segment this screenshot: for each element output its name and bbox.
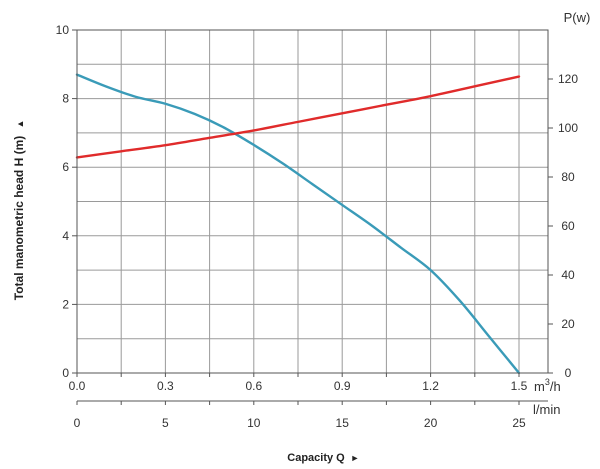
x-secondary-tick-label: 25 bbox=[512, 416, 526, 430]
grid bbox=[77, 30, 548, 373]
x-primary-unit: m3/h bbox=[534, 377, 561, 394]
y-right-tick-label: 40 bbox=[561, 268, 575, 282]
plot-frame bbox=[76, 29, 549, 374]
y-right-tick-label: 20 bbox=[561, 317, 575, 331]
y-left-tick-label: 0 bbox=[62, 366, 69, 380]
x-secondary-tick-label: 5 bbox=[162, 416, 169, 430]
y-left-tick-label: 2 bbox=[62, 297, 69, 311]
x-axis-title-arrow: ► bbox=[351, 453, 360, 463]
y-left-title-arrow: ▲ bbox=[15, 120, 25, 129]
y-right-tick-label: 80 bbox=[561, 170, 575, 184]
y-right-title: P(w) bbox=[564, 10, 591, 25]
y-left-tick-label: 4 bbox=[62, 229, 69, 243]
y-right-tick-label: 0 bbox=[565, 366, 572, 380]
y-left-tick-label: 10 bbox=[56, 23, 70, 37]
x-primary-tick-label: 1.5 bbox=[511, 379, 528, 393]
x-axis-title: Capacity Q bbox=[287, 452, 345, 464]
y-right-tick-label: 100 bbox=[558, 121, 578, 135]
x-primary-tick-label: 0.0 bbox=[69, 379, 86, 393]
x-secondary-tick-label: 0 bbox=[74, 416, 81, 430]
head-curve-line bbox=[75, 73, 521, 375]
y-left-tick-label: 8 bbox=[62, 92, 69, 106]
y-right-tick-label: 60 bbox=[561, 219, 575, 233]
y-right-tick-label: 120 bbox=[558, 72, 578, 86]
x-primary-tick-label: 1.2 bbox=[422, 379, 439, 393]
x-secondary-unit: l/min bbox=[533, 402, 560, 417]
y-left-title: Total manometric head H (m) bbox=[12, 136, 26, 300]
x-secondary-tick-label: 10 bbox=[247, 416, 261, 430]
x-primary-tick-label: 0.9 bbox=[334, 379, 351, 393]
x-secondary-tick-label: 15 bbox=[336, 416, 350, 430]
axes bbox=[72, 29, 553, 405]
y-left-tick-label: 6 bbox=[62, 160, 69, 174]
x-secondary-tick-label: 20 bbox=[424, 416, 438, 430]
x-primary-tick-label: 0.3 bbox=[157, 379, 174, 393]
power-curve-line bbox=[75, 75, 521, 159]
x-primary-tick-label: 0.6 bbox=[245, 379, 262, 393]
curves bbox=[75, 73, 521, 375]
